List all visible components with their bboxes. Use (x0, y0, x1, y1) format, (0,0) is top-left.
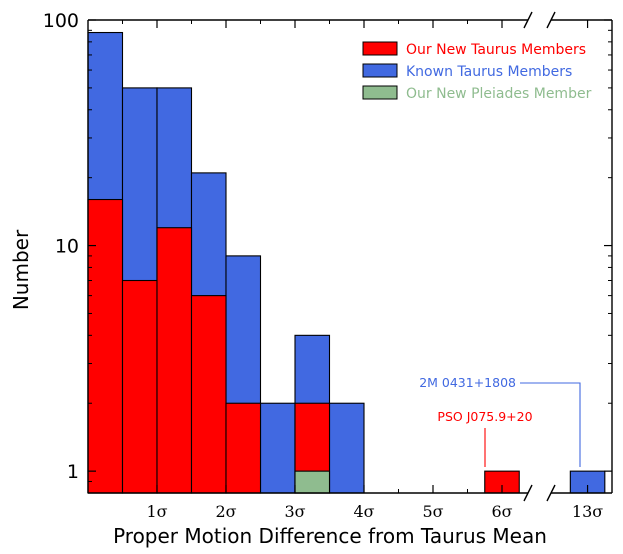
bar-our-new-taurus-members-2 (156, 227, 193, 494)
axis-break-mark-2 (523, 484, 533, 502)
legend: Our New Taurus Members Known Taurus Membe… (362, 41, 592, 102)
x-tick-label-4: 5σ (422, 502, 443, 521)
bar-our-new-taurus-members-1 (121, 279, 158, 494)
bars-layer (87, 31, 606, 494)
labels-layer: 1 10 100 1σ 2σ 3σ 4σ 5σ 6σ 13σ (43, 10, 604, 521)
x-tick-label-2: 3σ (284, 502, 305, 521)
bar-our-new-pleiades-member-0 (294, 470, 331, 494)
bar-our-new-taurus-members-3 (190, 295, 227, 494)
x-axis-title: Proper Motion Difference from Taurus Mea… (113, 524, 547, 548)
axis-break-mark-1 (546, 11, 556, 29)
annotation-2m-0431-line (520, 382, 581, 467)
x-tick-label-1: 2σ (215, 502, 236, 521)
bar-known-taurus-members-5 (259, 402, 296, 494)
legend-label-0: Our New Taurus Members (406, 42, 586, 58)
legend-label-1: Known Taurus Members (406, 64, 572, 80)
x-tick-label-3: 4σ (353, 502, 374, 521)
x-tick-label-6: 13σ (572, 502, 603, 521)
annotation-2m-0431: 2M 0431+1808 (419, 375, 516, 390)
legend-label-2: Our New Pleiades Member (406, 86, 592, 102)
legend-swatch-0 (362, 41, 398, 56)
axis-break-mark-0 (523, 11, 533, 29)
axes-layer (87, 11, 613, 502)
bar-known-taurus-members-7 (328, 402, 365, 494)
axis-break-mark-3 (546, 484, 556, 502)
y-tick-label-1: 10 (55, 236, 79, 258)
legend-swatch-1 (362, 63, 398, 78)
annotations: 2M 0431+1808 PSO J075.9+20 (419, 375, 581, 467)
y-axis-title: Number (9, 229, 33, 310)
x-tick-label-0: 1σ (146, 502, 167, 521)
annotation-pso-j075: PSO J075.9+20 (437, 409, 532, 424)
bar-our-new-taurus-members-0 (87, 198, 124, 494)
legend-swatch-2 (362, 85, 398, 100)
x-tick-label-5: 6σ (491, 502, 512, 521)
y-tick-label-0: 1 (67, 461, 79, 483)
y-tick-label-2: 100 (43, 10, 79, 32)
bar-our-new-taurus-members-4 (225, 402, 262, 494)
